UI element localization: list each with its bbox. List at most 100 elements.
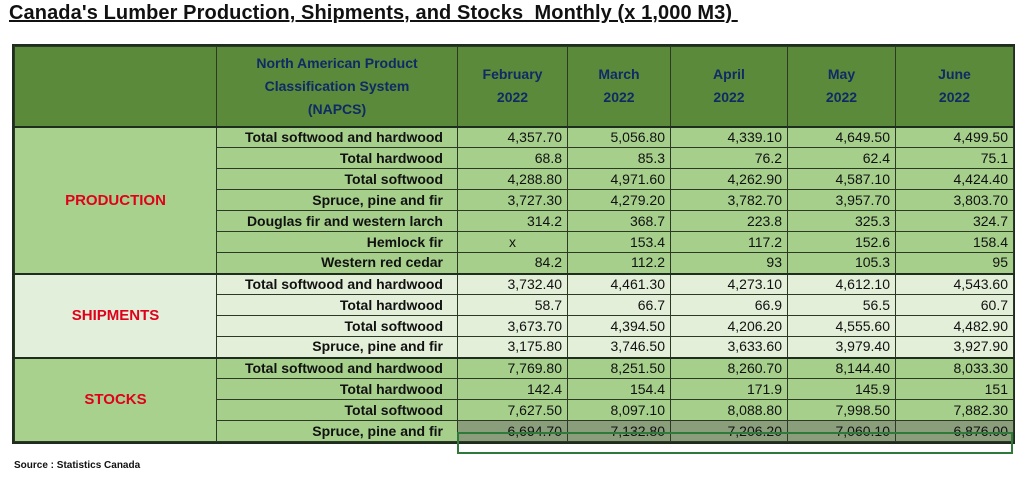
- value-cell[interactable]: 153.4: [567, 231, 671, 253]
- value-cell[interactable]: 8,144.40: [787, 356, 896, 379]
- value-cell[interactable]: 3,957.70: [787, 189, 896, 211]
- row-label[interactable]: Douglas fir and western larch: [216, 210, 458, 232]
- table-row: SHIPMENTS Total softwood and hardwood 3,73…: [14, 272, 1014, 358]
- section-label-production[interactable]: PRODUCTION: [14, 125, 217, 274]
- row-label[interactable]: Total hardwood: [216, 147, 458, 169]
- row-label[interactable]: Total softwood: [216, 315, 458, 337]
- value-cell[interactable]: 223.8: [670, 210, 788, 232]
- value-cell[interactable]: 4,262.90: [670, 168, 788, 190]
- header-month-year: 2022: [603, 89, 635, 106]
- value-cell[interactable]: 3,727.30: [457, 189, 568, 211]
- row-label[interactable]: Total softwood: [216, 168, 458, 190]
- value-cell[interactable]: 3,803.70: [895, 189, 1014, 211]
- value-cell[interactable]: 76.2: [670, 147, 788, 169]
- value-cell[interactable]: 4,543.60: [895, 272, 1014, 295]
- value-cell[interactable]: 8,260.70: [670, 356, 788, 379]
- value-cell[interactable]: 4,279.20: [567, 189, 671, 211]
- value-cell[interactable]: 4,339.10: [670, 125, 788, 148]
- value-cell[interactable]: 85.3: [567, 147, 671, 169]
- value-cell[interactable]: 171.9: [670, 378, 788, 400]
- value-cell[interactable]: 8,097.10: [567, 399, 671, 421]
- row-label[interactable]: Spruce, pine and fir: [216, 189, 458, 211]
- value-cell[interactable]: 3,746.50: [567, 336, 671, 358]
- value-cell[interactable]: 8,251.50: [567, 356, 671, 379]
- value-cell[interactable]: 3,927.90: [895, 336, 1014, 358]
- row-label[interactable]: Total softwood: [216, 399, 458, 421]
- value-cell[interactable]: 151: [895, 378, 1014, 400]
- value-cell[interactable]: 60.7: [895, 294, 1014, 316]
- value-cell[interactable]: 4,288.80: [457, 168, 568, 190]
- value-cell[interactable]: 4,461.30: [567, 272, 671, 295]
- value-cell[interactable]: 142.4: [457, 378, 568, 400]
- value-cell[interactable]: 6,694.70: [457, 420, 568, 442]
- value-cell[interactable]: 4,555.60: [787, 315, 896, 337]
- value-cell[interactable]: 7,060.10: [787, 420, 896, 442]
- value-cell[interactable]: 368.7: [567, 210, 671, 232]
- value-cell[interactable]: 66.7: [567, 294, 671, 316]
- value-cell[interactable]: 3,979.40: [787, 336, 896, 358]
- value-cell[interactable]: 3,633.60: [670, 336, 788, 358]
- value-cell[interactable]: 95: [895, 252, 1014, 274]
- value-cell[interactable]: 4,273.10: [670, 272, 788, 295]
- value-cell[interactable]: 3,673.70: [457, 315, 568, 337]
- value-cell[interactable]: 314.2: [457, 210, 568, 232]
- value-cell[interactable]: 5,056.80: [567, 125, 671, 148]
- section-label-shipments[interactable]: SHIPMENTS: [14, 272, 217, 358]
- value-cell[interactable]: 4,424.40: [895, 168, 1014, 190]
- header-month-year: 2022: [713, 89, 745, 106]
- value-cell[interactable]: 117.2: [670, 231, 788, 253]
- row-label[interactable]: Total hardwood: [216, 294, 458, 316]
- header-month-year: 2022: [496, 89, 529, 106]
- value-cell[interactable]: 7,132.80: [567, 420, 671, 442]
- header-classification-line-1: North American Product: [256, 54, 418, 71]
- value-cell[interactable]: 105.3: [787, 252, 896, 274]
- value-cell[interactable]: 4,612.10: [787, 272, 896, 295]
- value-cell[interactable]: 324.7: [895, 210, 1014, 232]
- value-cell[interactable]: 4,357.70: [457, 125, 568, 148]
- value-cell[interactable]: 93: [670, 252, 788, 274]
- value-cell[interactable]: 4,206.20: [670, 315, 788, 337]
- value-cell[interactable]: 84.2: [457, 252, 568, 274]
- value-cell[interactable]: 4,482.90: [895, 315, 1014, 337]
- value-cell[interactable]: 68.8: [457, 147, 568, 169]
- value-cell[interactable]: 62.4: [787, 147, 896, 169]
- row-label[interactable]: Total softwood and hardwood: [216, 272, 458, 295]
- value-cell[interactable]: 3,732.40: [457, 272, 568, 295]
- value-cell[interactable]: 4,499.50: [895, 125, 1014, 148]
- header-month-1: March 2022: [567, 46, 671, 127]
- value-cell[interactable]: 325.3: [787, 210, 896, 232]
- value-cell[interactable]: 58.7: [457, 294, 568, 316]
- row-label[interactable]: Spruce, pine and fir: [216, 420, 458, 442]
- value-cell[interactable]: 7,769.80: [457, 356, 568, 379]
- value-cell[interactable]: 4,394.50: [567, 315, 671, 337]
- value-cell[interactable]: 75.1: [895, 147, 1014, 169]
- row-label[interactable]: Hemlock fir: [216, 231, 458, 253]
- value-cell[interactable]: 56.5: [787, 294, 896, 316]
- value-cell[interactable]: 4,587.10: [787, 168, 896, 190]
- table-row: PRODUCTION Total softwood and hardwood 4,3…: [14, 125, 1014, 274]
- value-cell[interactable]: 4,971.60: [567, 168, 671, 190]
- value-cell[interactable]: 66.9: [670, 294, 788, 316]
- section-label-stocks[interactable]: STOCKS: [14, 356, 217, 442]
- value-cell[interactable]: 112.2: [567, 252, 671, 274]
- value-cell[interactable]: 7,206.20: [670, 420, 788, 442]
- value-cell[interactable]: 4,649.50: [787, 125, 896, 148]
- value-cell[interactable]: 7,998.50: [787, 399, 896, 421]
- row-label[interactable]: Total hardwood: [216, 378, 458, 400]
- row-label[interactable]: Spruce, pine and fir: [216, 336, 458, 358]
- value-cell[interactable]: 7,882.30: [895, 399, 1014, 421]
- row-label[interactable]: Total softwood and hardwood: [216, 356, 458, 379]
- value-cell[interactable]: 7,627.50: [457, 399, 568, 421]
- row-label[interactable]: Total softwood and hardwood: [216, 125, 458, 148]
- value-cell[interactable]: 145.9: [787, 378, 896, 400]
- value-cell[interactable]: 8,088.80: [670, 399, 788, 421]
- value-cell[interactable]: 152.6: [787, 231, 896, 253]
- row-label[interactable]: Western red cedar: [216, 252, 458, 274]
- value-cell[interactable]: 154.4: [567, 378, 671, 400]
- value-cell[interactable]: 3,175.80: [457, 336, 568, 358]
- value-cell[interactable]: x: [457, 231, 568, 253]
- value-cell[interactable]: 6,876.00: [895, 420, 1014, 442]
- value-cell[interactable]: 158.4: [895, 231, 1014, 253]
- value-cell[interactable]: 8,033.30: [895, 356, 1014, 379]
- value-cell[interactable]: 3,782.70: [670, 189, 788, 211]
